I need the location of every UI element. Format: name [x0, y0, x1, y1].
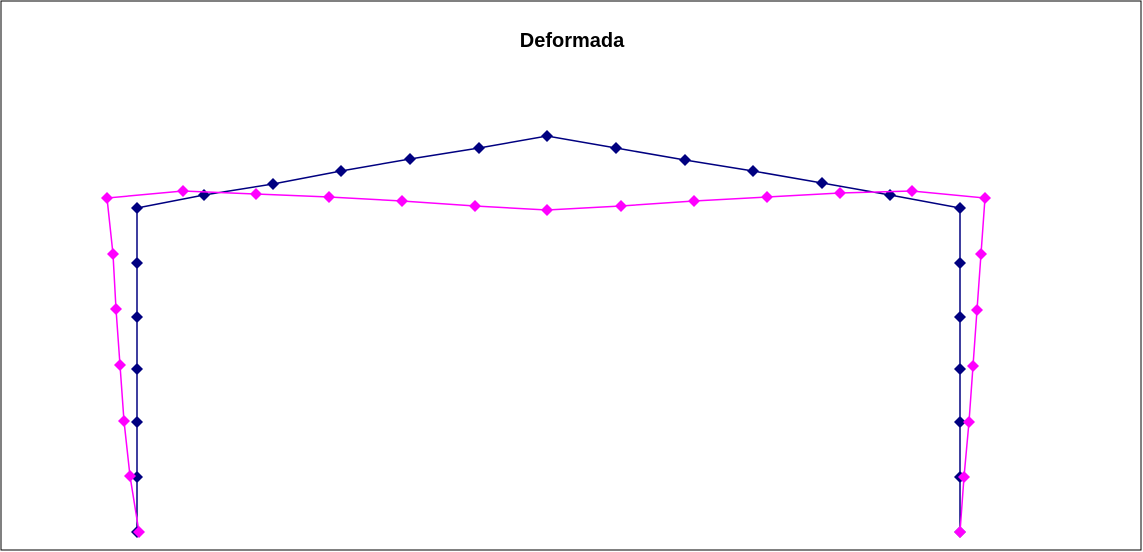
marker: [250, 188, 262, 200]
marker: [816, 177, 828, 189]
marker: [133, 526, 145, 538]
marker: [131, 363, 143, 375]
marker: [747, 165, 759, 177]
marker: [131, 202, 143, 214]
marker: [971, 304, 983, 316]
marker: [761, 191, 773, 203]
marker: [396, 195, 408, 207]
marker: [954, 526, 966, 538]
marker: [610, 142, 622, 154]
marker: [124, 470, 136, 482]
marker: [131, 416, 143, 428]
marker: [114, 359, 126, 371]
marker: [101, 192, 113, 204]
marker: [688, 195, 700, 207]
marker: [323, 191, 335, 203]
marker: [967, 360, 979, 372]
marker: [615, 200, 627, 212]
marker: [906, 185, 918, 197]
marker: [131, 311, 143, 323]
chart-title: Deformada: [520, 30, 625, 52]
marker: [954, 416, 966, 428]
marker: [469, 200, 481, 212]
marker: [110, 303, 122, 315]
marker: [541, 204, 553, 216]
marker: [131, 257, 143, 269]
marker: [979, 192, 991, 204]
marker: [404, 153, 416, 165]
marker: [958, 471, 970, 483]
marker: [473, 142, 485, 154]
marker: [541, 130, 553, 142]
marker: [975, 248, 987, 260]
marker: [118, 415, 130, 427]
marker: [177, 185, 189, 197]
marker: [107, 248, 119, 260]
marker: [679, 154, 691, 166]
marker: [267, 178, 279, 190]
marker: [954, 311, 966, 323]
marker: [834, 187, 846, 199]
marker: [954, 202, 966, 214]
marker: [954, 363, 966, 375]
marker: [963, 416, 975, 428]
marker: [335, 165, 347, 177]
marker: [954, 257, 966, 269]
